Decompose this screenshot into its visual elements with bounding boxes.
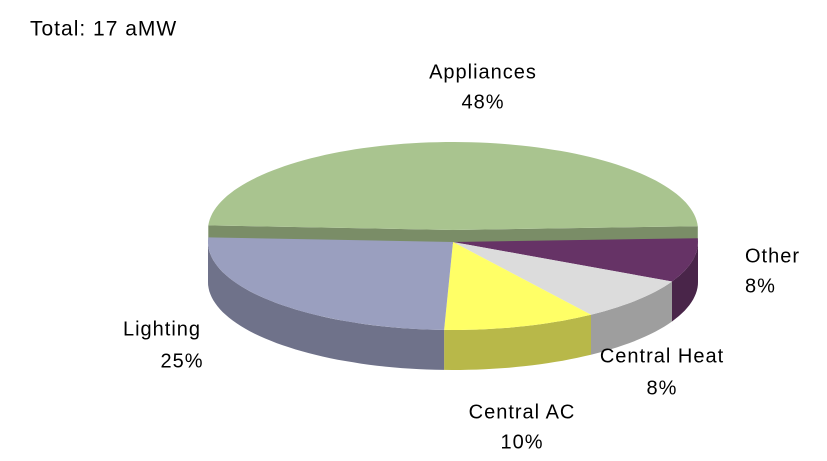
slice-top xyxy=(444,242,591,330)
slice-top xyxy=(453,238,698,282)
slice-value-label: 25% xyxy=(160,350,203,372)
slice-side xyxy=(672,242,698,322)
slice-side xyxy=(444,314,591,370)
slice-label: Appliances xyxy=(429,61,537,83)
slice-side xyxy=(208,242,445,370)
slice-label: Lighting xyxy=(123,318,201,340)
slice-top xyxy=(453,242,672,315)
slice-value-label: 8% xyxy=(647,377,678,399)
slice-value-label: 10% xyxy=(500,431,543,453)
slice-label: Central Heat xyxy=(600,345,724,367)
slice-value-label: 48% xyxy=(461,91,504,113)
slice-top xyxy=(208,237,453,330)
slice-label: Central AC xyxy=(469,401,576,423)
chart-title: Total: 17 aMW xyxy=(30,18,177,41)
slice-top xyxy=(208,142,698,230)
slice-side xyxy=(591,281,672,355)
slice-label: Other xyxy=(745,245,800,267)
slice-value-label: 8% xyxy=(745,275,776,297)
